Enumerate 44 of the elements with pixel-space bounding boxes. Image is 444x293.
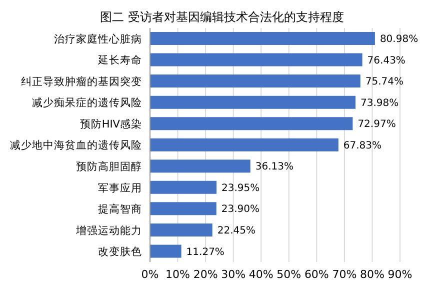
x-tick-label: 0%: [141, 268, 159, 281]
data-label: 11.27%: [186, 246, 224, 258]
bar: [150, 53, 362, 66]
bar: [150, 32, 375, 45]
y-tick-label: 增强运动能力: [75, 224, 142, 237]
bar: [150, 223, 212, 236]
y-tick-label: 改变肤色: [98, 245, 142, 258]
bar: [150, 96, 356, 109]
y-tick-label: 纠正导致肿瘤的基因突变: [21, 74, 142, 88]
y-tick-label: 延长寿命: [97, 54, 142, 67]
y-tick-label: 提高智商: [98, 202, 142, 216]
bar: [150, 180, 217, 194]
bar: [150, 202, 216, 216]
y-tick-label: 军事应用: [98, 181, 142, 194]
data-label: 36.13%: [255, 162, 294, 173]
data-label: 76.43%: [367, 55, 406, 66]
y-tick-label: 减少痴呆症的遗传风险: [32, 96, 142, 110]
x-tick-label: 90%: [388, 268, 412, 281]
y-tick-label: 治疗家庭性心脏病: [54, 32, 142, 46]
data-label: 72.97%: [358, 119, 396, 130]
bar: [150, 244, 182, 258]
x-tick-label: 80%: [360, 268, 384, 281]
bar: [150, 160, 250, 173]
x-tick-label: 30%: [221, 268, 246, 281]
x-tick-label: 20%: [193, 268, 218, 281]
data-label: 67.83%: [343, 140, 382, 152]
y-tick-label: 预防高胆固醇: [76, 160, 142, 173]
x-tick-label: 60%: [304, 268, 329, 281]
data-label: 80.98%: [380, 34, 418, 46]
data-label: 73.98%: [360, 98, 399, 109]
chart-title: 图二 受访者对基因编辑技术合法化的支持程度: [99, 9, 345, 26]
x-tick-label: 50%: [276, 268, 302, 281]
y-tick-label: 预防HIV感染: [80, 117, 142, 130]
x-tick-label: 70%: [332, 268, 357, 281]
data-label: 22.45%: [217, 226, 256, 237]
bar: [150, 117, 353, 130]
y-tick-label: 减少地中海贫血的遗传风险: [10, 138, 142, 152]
x-tick-label: 40%: [248, 268, 274, 281]
data-label: 75.74%: [365, 76, 404, 88]
x-tick-label: 10%: [166, 268, 190, 281]
bar: [150, 74, 360, 88]
data-label: 23.90%: [221, 204, 260, 216]
bar: [150, 138, 338, 152]
data-label: 23.95%: [222, 182, 260, 194]
